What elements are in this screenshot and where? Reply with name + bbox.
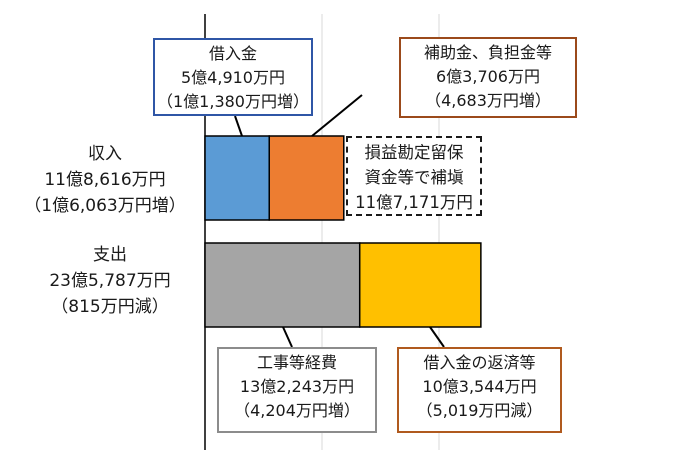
category-amount: 11億8,616万円 — [44, 170, 166, 190]
category-name: 支出 — [93, 245, 127, 265]
callout-line2: 資金等で補塡 — [364, 168, 464, 187]
callout-reserve-funds: 損益勘定留保 資金等で補塡 11億7,171万円 — [346, 136, 482, 216]
callout-amount: 11億7,171万円 — [355, 193, 473, 212]
bar-borrow — [204, 135, 270, 221]
category-change: （815万円減） — [51, 297, 169, 317]
callout-title: 補助金、負担金等 — [423, 43, 552, 62]
leader-subsidy — [311, 94, 363, 137]
bar-subsidy — [268, 135, 345, 221]
callout-construction-costs: 工事等経費 13億2,243万円 （4,204万円増） — [217, 347, 377, 433]
callout-amount: 10億3,544万円 — [422, 377, 537, 396]
callout-borrowing: 借入金 5億4,910万円 （1億1,380万円増） — [153, 38, 313, 116]
bar-works — [204, 242, 361, 328]
callout-title: 工事等経費 — [256, 353, 337, 372]
bars — [204, 135, 482, 328]
category-amount: 23億5,787万円 — [49, 271, 171, 291]
category-change: （1億6,063万円増） — [24, 196, 186, 216]
category-name: 収入 — [88, 144, 122, 164]
callout-amount: 6億3,706万円 — [436, 67, 540, 86]
callout-amount: 13億2,243万円 — [239, 377, 355, 396]
callout-amount: 5億4,910万円 — [181, 68, 285, 87]
callout-subsidy: 補助金、負担金等 6億3,706万円 （4,683万円増） — [399, 37, 577, 118]
callout-change: （1億1,380万円増） — [157, 92, 309, 111]
callout-title: 借入金の返済等 — [423, 353, 536, 372]
leader-repay — [429, 326, 445, 348]
leader-borrow — [234, 115, 243, 137]
callout-change: （4,204万円増） — [234, 401, 360, 420]
callout-loan-repayment: 借入金の返済等 10億3,544万円 （5,019万円減） — [397, 347, 562, 433]
category-label-income: 収入 11億8,616万円 （1億6,063万円増） — [10, 141, 200, 219]
category-label-expense: 支出 23億5,787万円 （815万円減） — [25, 242, 195, 320]
leader-works — [282, 326, 293, 348]
callout-line1: 損益勘定留保 — [364, 143, 464, 162]
callout-change: （5,019万円減） — [416, 401, 543, 420]
callout-title: 借入金 — [208, 44, 257, 63]
callout-change: （4,683万円増） — [425, 91, 551, 110]
bar-repay — [358, 242, 482, 328]
leader-lines — [234, 94, 445, 348]
